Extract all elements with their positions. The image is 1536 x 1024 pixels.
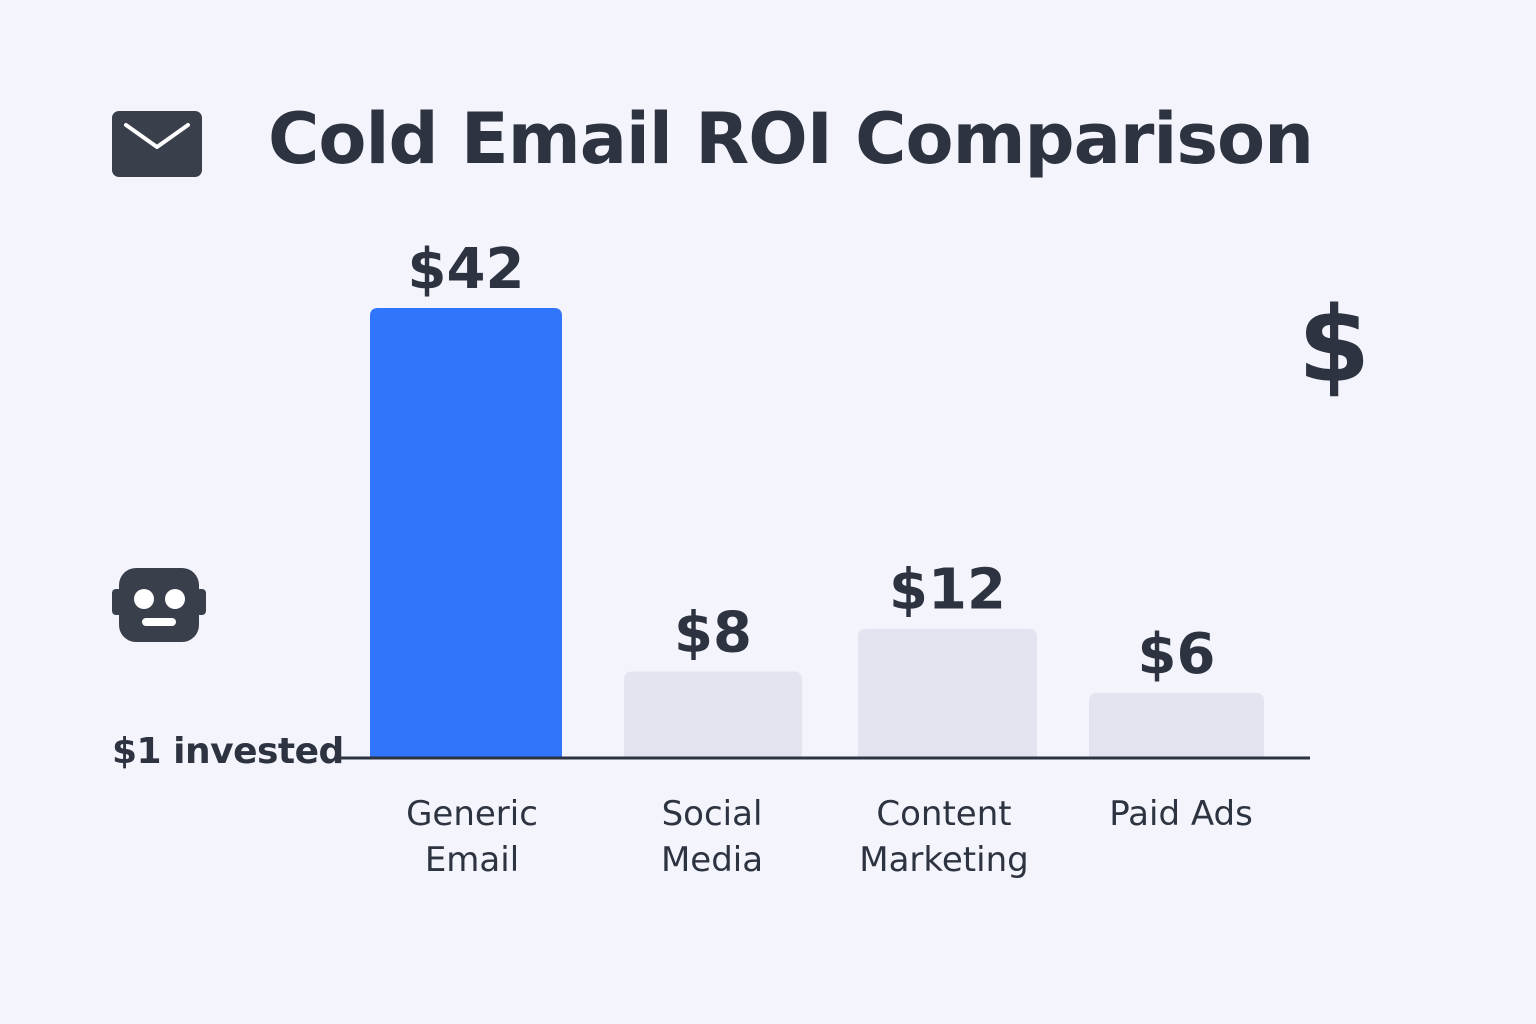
- data-label-2: $12: [889, 558, 1006, 623]
- category-label-0-0: Generic: [406, 794, 538, 834]
- baseline-label: $1 invested: [112, 731, 344, 772]
- dollar-icon: $: [1297, 284, 1371, 406]
- chart-title: Cold Email ROI Comparison: [268, 98, 1314, 180]
- bar-3: [1089, 692, 1264, 757]
- category-label-2-1: Marketing: [859, 840, 1028, 880]
- mail-icon: [112, 111, 202, 177]
- category-label-1-0: Social: [662, 794, 763, 834]
- category-label-3-0: Paid Ads: [1109, 794, 1253, 834]
- category-label-2-0: Content: [876, 794, 1011, 834]
- category-label-1-1: Media: [661, 840, 763, 880]
- bar-2: [858, 628, 1037, 757]
- robot-icon: [112, 568, 206, 642]
- bar-1: [624, 671, 802, 757]
- data-label-3: $6: [1138, 622, 1216, 687]
- data-label-0: $42: [408, 237, 525, 302]
- bar-0: [370, 308, 562, 757]
- data-label-1: $8: [674, 600, 752, 665]
- category-label-0-1: Email: [425, 840, 519, 880]
